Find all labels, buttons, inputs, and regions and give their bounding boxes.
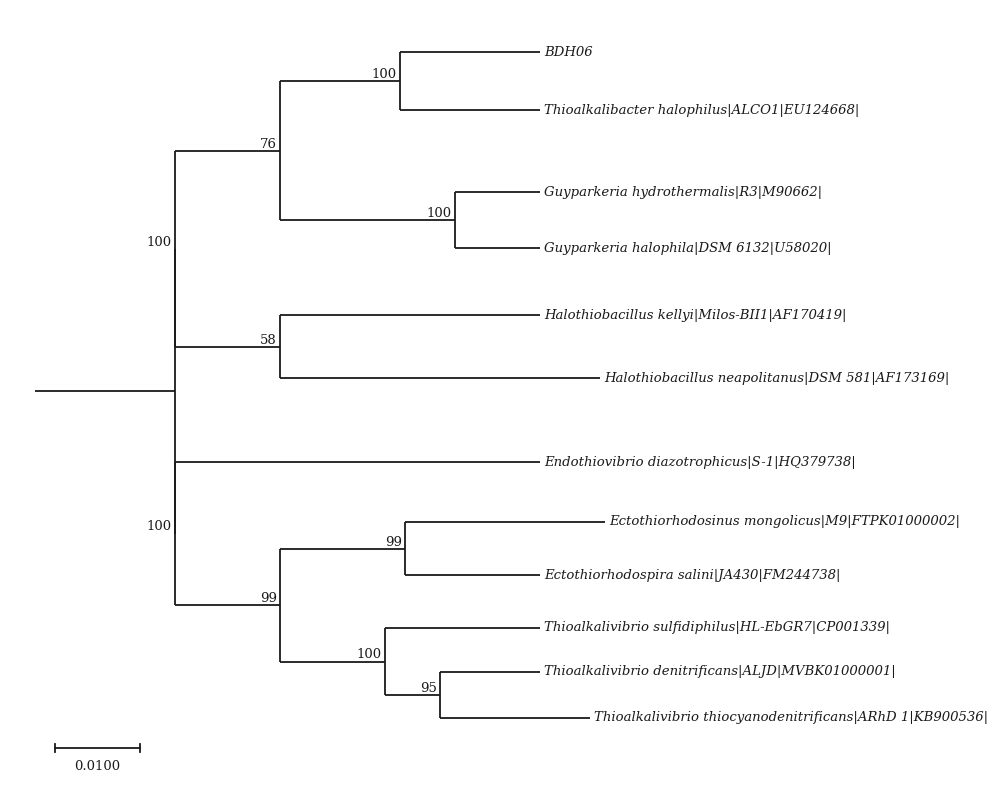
Text: 76: 76 xyxy=(260,138,277,151)
Text: Guyparkeria hydrothermalis|R3|M90662|: Guyparkeria hydrothermalis|R3|M90662| xyxy=(544,186,822,198)
Text: 99: 99 xyxy=(260,592,277,605)
Text: Ectothiorhodosinus mongolicus|M9|FTPK01000002|: Ectothiorhodosinus mongolicus|M9|FTPK010… xyxy=(609,516,960,528)
Text: 100: 100 xyxy=(372,68,397,81)
Text: Thioalkalivibrio denitrificans|ALJD|MVBK01000001|: Thioalkalivibrio denitrificans|ALJD|MVBK… xyxy=(544,665,896,678)
Text: Thioalkalivibrio thiocyanodenitrificans|ARhD 1|KB900536|: Thioalkalivibrio thiocyanodenitrificans|… xyxy=(594,712,988,724)
Text: 58: 58 xyxy=(260,333,277,347)
Text: Ectothiorhodospira salini|JA430|FM244738|: Ectothiorhodospira salini|JA430|FM244738… xyxy=(544,568,840,582)
Text: 0.0100: 0.0100 xyxy=(74,760,121,773)
Text: 100: 100 xyxy=(357,649,382,662)
Text: 100: 100 xyxy=(147,235,172,249)
Text: 95: 95 xyxy=(420,682,437,695)
Text: 99: 99 xyxy=(385,536,402,548)
Text: Endothiovibrio diazotrophicus|S-1|HQ379738|: Endothiovibrio diazotrophicus|S-1|HQ3797… xyxy=(544,456,856,469)
Text: Halothiobacillus neapolitanus|DSM 581|AF173169|: Halothiobacillus neapolitanus|DSM 581|AF… xyxy=(604,371,949,384)
Text: Halothiobacillus kellyi|Milos-BII1|AF170419|: Halothiobacillus kellyi|Milos-BII1|AF170… xyxy=(544,308,846,321)
Text: Thioalkalivibrio sulfidiphilus|HL-EbGR7|CP001339|: Thioalkalivibrio sulfidiphilus|HL-EbGR7|… xyxy=(544,622,890,634)
Text: 100: 100 xyxy=(147,520,172,533)
Text: Guyparkeria halophila|DSM 6132|U58020|: Guyparkeria halophila|DSM 6132|U58020| xyxy=(544,241,832,254)
Text: 100: 100 xyxy=(427,207,452,220)
Text: Thioalkalibacter halophilus|ALCO1|EU124668|: Thioalkalibacter halophilus|ALCO1|EU1246… xyxy=(544,104,859,116)
Text: BDH06: BDH06 xyxy=(544,45,593,58)
